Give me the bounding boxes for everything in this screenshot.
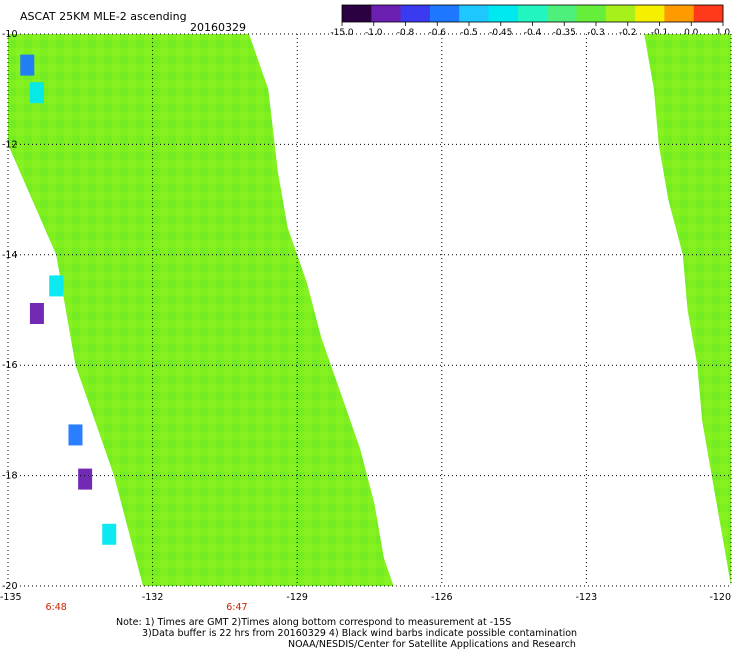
colorbar-tick-label: -0.4: [524, 28, 542, 38]
colorbar-labels: -15.0 -1.0 -0.8 -0.6 -0.5 -0.45 -0.4 -0.35 -0.3 -…: [330, 28, 730, 38]
swath-layer: [8, 34, 731, 586]
swath-time-label: 6:48: [46, 602, 67, 613]
colorbar-tick-label: -0.6: [428, 28, 446, 38]
colorbar-tick-label: 0.0: [684, 28, 699, 38]
low-value-pixel: [20, 54, 35, 76]
x-tick-label: -120: [709, 592, 731, 603]
colorbar-segment: [635, 5, 665, 22]
colorbar-segment: [693, 5, 724, 22]
note-line-2: 3)Data buffer is 22 hrs from 20160329 4)…: [142, 628, 577, 639]
colorbar-tick-label: -15.0: [330, 28, 354, 38]
y-tick-label: -20: [2, 581, 18, 592]
chart-date: 20160329: [190, 21, 246, 34]
low-value-pixel: [102, 523, 117, 545]
x-tick-label: -129: [286, 592, 308, 603]
colorbar-tick-label: -0.1: [651, 28, 669, 38]
colorbar-segment: [400, 5, 431, 22]
y-tick-label: -16: [2, 360, 18, 371]
colorbar-tick-label: -0.8: [397, 28, 415, 38]
grid-lines: [7, 33, 732, 587]
plot-area: [7, 33, 732, 587]
colorbar-segment: [371, 5, 402, 22]
x-tick-label: -132: [142, 592, 164, 603]
x-tick-label: -123: [576, 592, 598, 603]
low-value-pixel: [29, 82, 44, 104]
y-tick-label: -12: [2, 139, 18, 150]
colorbar-segment: [488, 5, 519, 22]
note-line-1: Note: 1) Times are GMT 2)Times along bot…: [116, 617, 511, 628]
low-value-pixel: [78, 468, 93, 490]
y-tick-labels: -10 -12 -14 -16 -18 -20: [2, 29, 18, 592]
colorbar: [341, 4, 724, 26]
x-tick-labels: -135 -132 -129 -126 -123 -120: [0, 592, 731, 603]
y-tick-label: -18: [2, 471, 18, 482]
colorbar-segment: [429, 5, 460, 22]
colorbar-tick-label: -1.0: [365, 28, 383, 38]
swath-time-label: 6:47: [226, 602, 247, 613]
colorbar-tick-label: -0.45: [489, 28, 512, 38]
low-value-pixel: [49, 275, 64, 297]
x-tick-label: -135: [0, 592, 22, 603]
low-value-pixel: [29, 303, 44, 324]
colorbar-tick-label: -0.3: [587, 28, 605, 38]
colorbar-segment: [517, 5, 548, 22]
colorbar-segment: [664, 5, 695, 22]
swath-west: [8, 34, 394, 586]
x-tick-label: -126: [431, 592, 453, 603]
colorbar-segment: [342, 5, 372, 22]
low-value-pixel: [68, 424, 83, 446]
colorbar-tick-label: -0.2: [619, 28, 637, 38]
colorbar-segment: [459, 5, 490, 22]
colorbar-segment: [605, 5, 636, 22]
y-tick-label: -14: [2, 250, 18, 261]
colorbar-segment: [576, 5, 607, 22]
swath-time-labels: 6:48 6:47: [46, 602, 248, 613]
swath-east: [644, 34, 731, 586]
chart-title: ASCAT 25KM MLE-2 ascending: [20, 10, 187, 23]
y-tick-label: -10: [2, 29, 18, 40]
colorbar-tick-label: -0.5: [460, 28, 478, 38]
colorbar-segment: [547, 5, 577, 22]
note-line-3: NOAA/NESDIS/Center for Satellite Applica…: [288, 639, 576, 650]
colorbar-tick-label: 1.0: [716, 28, 731, 38]
colorbar-tick-label: -0.35: [553, 28, 576, 38]
